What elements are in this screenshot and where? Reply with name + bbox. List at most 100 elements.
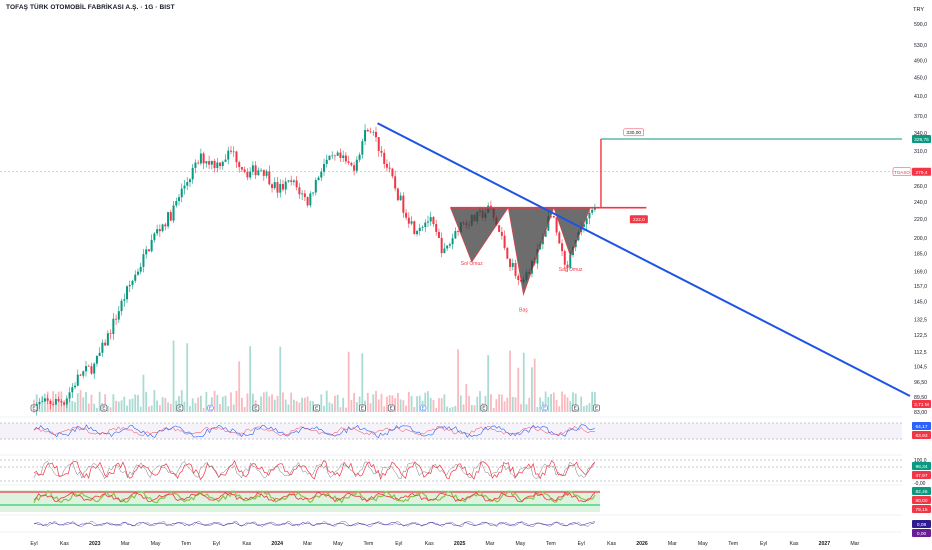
candle-body <box>309 193 312 206</box>
event-marker[interactable] <box>176 404 184 412</box>
candle-body <box>76 374 79 386</box>
neck-box <box>629 215 648 224</box>
volume-bar <box>54 403 57 412</box>
volume-bar <box>262 392 265 412</box>
candle-body <box>74 385 77 388</box>
volume-bar <box>405 405 407 412</box>
candle-body <box>561 243 564 252</box>
volume-bar <box>93 403 96 412</box>
event-marker[interactable] <box>207 404 214 412</box>
volume-bar <box>574 393 577 412</box>
candle-body <box>257 170 260 176</box>
candle-body <box>396 188 399 201</box>
candle-body <box>569 255 572 268</box>
candle-body <box>128 285 131 287</box>
volume-bar <box>104 394 107 412</box>
volume-bar <box>424 392 427 412</box>
candle-body <box>555 217 558 233</box>
candle-body <box>156 229 159 234</box>
candle-body <box>541 236 544 245</box>
volume-bar <box>63 401 65 412</box>
indicator-line <box>33 461 596 480</box>
volume-bar <box>388 395 391 412</box>
candle-body <box>377 137 380 151</box>
event-marker[interactable] <box>252 404 260 412</box>
volume-bar <box>148 406 150 412</box>
volume-bar <box>276 395 279 412</box>
event-marker[interactable] <box>541 404 548 412</box>
candle-body <box>101 342 104 353</box>
event-marker[interactable] <box>313 404 320 412</box>
candle-body <box>249 171 252 178</box>
candle-body <box>426 221 429 223</box>
rsi-badge <box>912 422 931 430</box>
time-tick-label: Mar <box>303 541 312 547</box>
volume-bar <box>569 401 572 412</box>
candle-body <box>312 192 315 194</box>
volume-bar <box>416 396 418 412</box>
volume-bar <box>448 407 451 412</box>
volume-bar <box>87 403 90 412</box>
candle-body <box>262 169 265 176</box>
candle-body <box>43 398 46 402</box>
currency-label: TRY <box>913 7 924 13</box>
volume-bar <box>320 394 323 412</box>
event-marker[interactable] <box>30 404 38 412</box>
time-tick-label: 2026 <box>636 541 648 547</box>
event-marker[interactable] <box>100 404 108 412</box>
volume-bar <box>191 398 194 412</box>
volume-bar <box>380 393 383 412</box>
event-marker[interactable] <box>359 404 366 412</box>
price-tick-label: 96,50 <box>914 380 927 386</box>
volume-bar <box>76 393 79 412</box>
candle-body <box>164 224 167 227</box>
trendline[interactable] <box>377 122 911 397</box>
left-shoulder-shape <box>450 207 509 263</box>
target-box <box>623 128 645 137</box>
event-marker[interactable] <box>571 404 579 412</box>
event-marker-label: E <box>595 406 598 411</box>
candle-body <box>511 263 514 267</box>
event-marker-label: E <box>102 406 105 411</box>
volume-bar <box>583 406 585 412</box>
time-tick-label: Eyl <box>760 541 767 547</box>
event-marker[interactable] <box>593 404 600 412</box>
volume-bar <box>572 392 574 412</box>
volume-bar <box>243 407 246 412</box>
stoch-d-badge-label: 47,97 <box>915 473 927 479</box>
event-marker[interactable] <box>387 404 395 412</box>
volume-bar <box>490 394 492 412</box>
event-marker[interactable] <box>480 404 488 412</box>
price-tick-label: 490,0 <box>914 59 927 65</box>
candle-body <box>82 371 85 376</box>
volume-bar <box>74 402 76 412</box>
price-tick-label: 169,0 <box>914 269 927 275</box>
candle-body <box>71 387 74 393</box>
candle-body <box>186 182 189 186</box>
candle-body <box>221 161 224 167</box>
time-tick-label: Kas <box>425 541 434 547</box>
event-marker[interactable] <box>419 404 427 412</box>
volume-bar <box>120 400 123 412</box>
volume-bar <box>476 396 479 412</box>
volume-bar <box>591 391 594 412</box>
volume-bar <box>150 405 153 412</box>
candle-body <box>276 182 279 193</box>
candle-body <box>120 300 123 312</box>
volume-bar <box>235 390 238 412</box>
momentum-badge-1-label: 0,08 <box>917 522 927 528</box>
volume-bar <box>142 374 145 412</box>
volume-bar <box>178 396 180 412</box>
volume-bar <box>213 390 216 412</box>
candle-body <box>68 392 71 399</box>
volume-bar <box>189 406 191 412</box>
volume-bar <box>511 396 514 412</box>
candle-body <box>167 212 170 227</box>
candle-body <box>240 167 243 170</box>
volume-bar <box>164 397 167 412</box>
volume-bar <box>500 394 503 412</box>
candle-body <box>290 180 293 182</box>
candle-body <box>295 180 298 188</box>
chart-title: TOFAŞ TÜRK OTOMOBİL FABRİKASI A.Ş. · 1G … <box>6 4 175 11</box>
